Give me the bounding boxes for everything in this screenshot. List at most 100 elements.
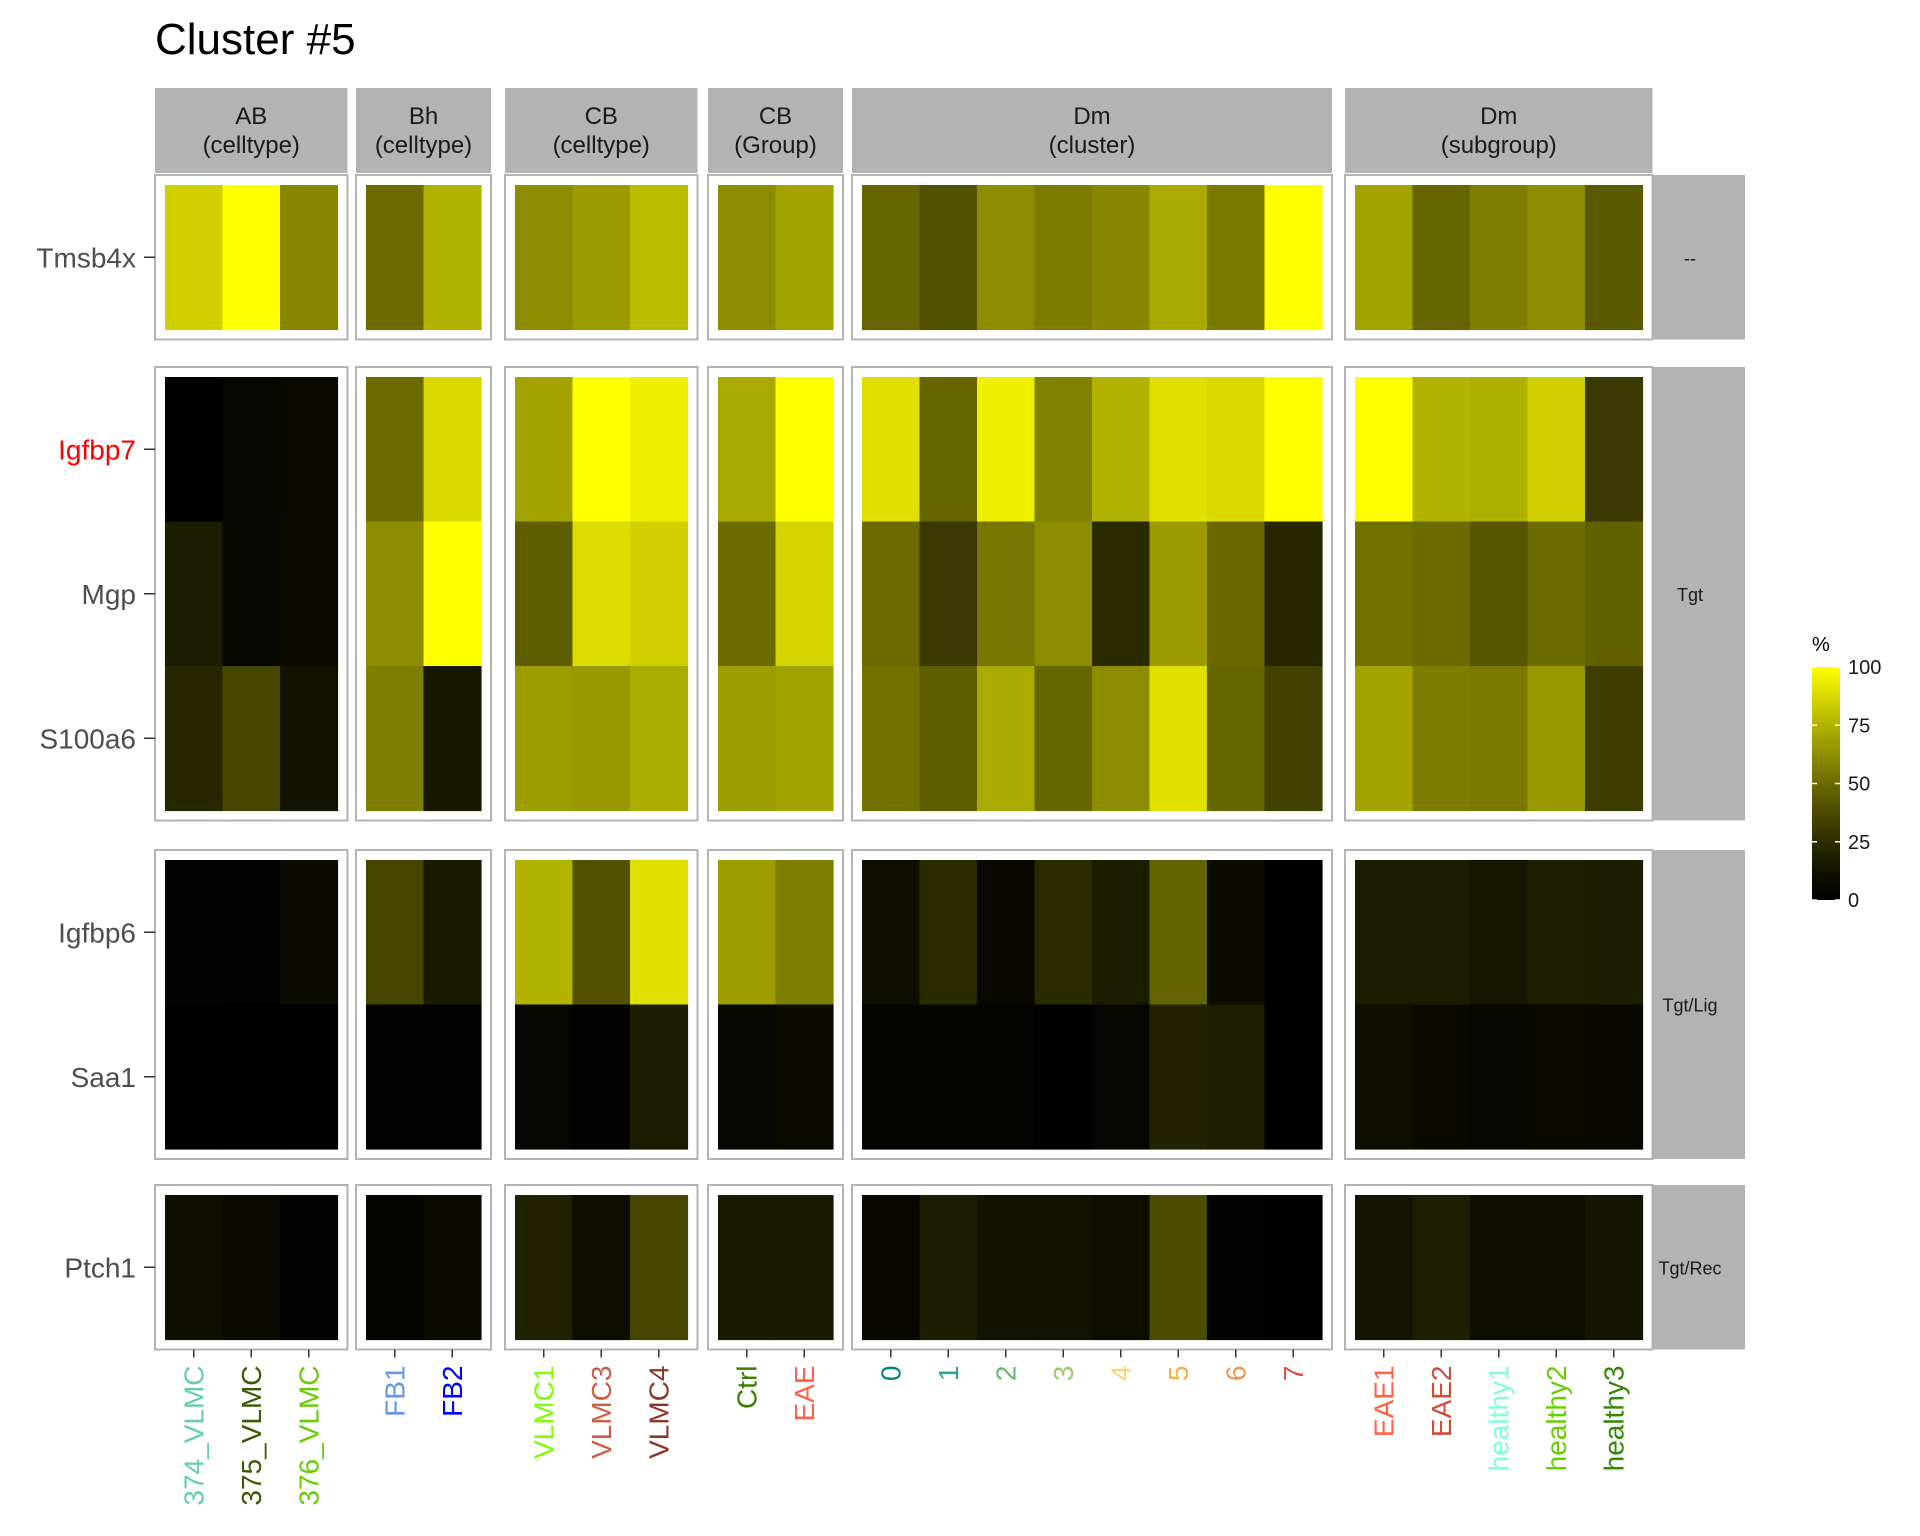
heatmap-cell-ptch1-eae xyxy=(775,1195,834,1341)
heatmap-cell-s100a6-375-vlmc xyxy=(222,666,281,812)
heatmap-cell-tmsb4x-6 xyxy=(1207,185,1266,331)
column-facet-strip xyxy=(708,88,843,173)
column-facet-sublabel: (Group) xyxy=(734,132,817,159)
heatmap-cell-igfbp6-eae xyxy=(775,860,834,1006)
heatmap-cell-igfbp6-1 xyxy=(919,860,978,1006)
heatmap-cell-tmsb4x-eae1 xyxy=(1355,185,1414,331)
column-facet-strips: AB(celltype)Bh(celltype)CB(celltype)CB(G… xyxy=(155,88,1653,173)
heatmap-cell-saa1-eae1 xyxy=(1355,1004,1414,1150)
heatmap-cell-s100a6-4 xyxy=(1092,666,1151,812)
column-label-fb2: FB2 xyxy=(437,1366,468,1417)
heatmap-cell-tmsb4x-1 xyxy=(919,185,978,331)
heatmap-cell-mgp-374-vlmc xyxy=(165,521,224,667)
heatmap-cell-mgp-vlmc4 xyxy=(630,521,689,667)
heatmap-cell-igfbp7-eae xyxy=(775,377,834,523)
heatmap-cell-s100a6-5 xyxy=(1149,666,1208,812)
heatmap-cell-saa1-374-vlmc xyxy=(165,1004,224,1150)
heatmap-cell-tmsb4x-fb1 xyxy=(366,185,425,331)
column-facet-label: AB xyxy=(235,103,267,130)
heatmap-cell-mgp-7 xyxy=(1264,521,1323,667)
column-label-fb1: FB1 xyxy=(379,1366,410,1417)
heatmap-cell-tmsb4x-healthy3 xyxy=(1585,185,1644,331)
column-label-vlmc3: VLMC3 xyxy=(586,1366,617,1459)
heatmap-cell-igfbp6-eae2 xyxy=(1412,860,1471,1006)
heatmap-cell-igfbp7-7 xyxy=(1264,377,1323,523)
column-label-healthy2: healthy2 xyxy=(1541,1366,1572,1472)
heatmap-cell-igfbp6-healthy3 xyxy=(1585,860,1644,1006)
heatmap-cell-ptch1-0 xyxy=(862,1195,921,1341)
heatmap-cell-igfbp7-healthy2 xyxy=(1527,377,1586,523)
sample-column-labels: 374_VLMC 375_VLMC 376_VLMC FB1 FB2 VLMC1 VLMC3… xyxy=(178,1366,1629,1506)
heatmap-cell-s100a6-1 xyxy=(919,666,978,812)
legend-tick-label: 75 xyxy=(1848,715,1870,737)
heatmap-cell-mgp-4 xyxy=(1092,521,1151,667)
heatmap-cell-igfbp7-eae1 xyxy=(1355,377,1414,523)
heatmap-cell-s100a6-fb1 xyxy=(366,666,425,812)
heatmap-cell-igfbp7-fb1 xyxy=(366,377,425,523)
gene-label-s100a6: S100a6 xyxy=(39,723,136,754)
heatmap-cell-s100a6-vlmc1 xyxy=(515,666,574,812)
heatmap-cell-igfbp6-376-vlmc xyxy=(280,860,339,1006)
heatmap-cell-igfbp7-eae2 xyxy=(1412,377,1471,523)
heatmap-cell-tmsb4x-4 xyxy=(1092,185,1151,331)
heatmap-cell-ptch1-healthy3 xyxy=(1585,1195,1644,1341)
row-facet-label: -- xyxy=(1684,248,1696,268)
heatmap-cell-ptch1-376-vlmc xyxy=(280,1195,339,1341)
color-legend: % 0 25 50 75 100 xyxy=(1812,634,1881,912)
heatmap-cell-ptch1-4 xyxy=(1092,1195,1151,1341)
heatmap-cell-igfbp6-vlmc4 xyxy=(630,860,689,1006)
column-facet-label: Dm xyxy=(1480,103,1517,130)
heatmap-cell-mgp-2 xyxy=(977,521,1036,667)
heatmap-cell-igfbp6-2 xyxy=(977,860,1036,1006)
heatmap-cell-mgp-healthy1 xyxy=(1470,521,1529,667)
gene-label-mgp: Mgp xyxy=(82,579,136,610)
heatmap-cell-saa1-376-vlmc xyxy=(280,1004,339,1150)
heatmap-cell-mgp-vlmc1 xyxy=(515,521,574,667)
heatmap-cell-s100a6-healthy1 xyxy=(1470,666,1529,812)
gene-label-saa1: Saa1 xyxy=(71,1062,136,1093)
heatmap-cell-igfbp6-7 xyxy=(1264,860,1323,1006)
row-facet-label: Tgt xyxy=(1677,585,1703,605)
heatmap-cell-ptch1-1 xyxy=(919,1195,978,1341)
heatmap-cell-saa1-375-vlmc xyxy=(222,1004,281,1150)
column-label-eae: EAE xyxy=(789,1366,820,1422)
heatmap-panels xyxy=(154,174,1654,1358)
heatmap-cell-igfbp6-vlmc1 xyxy=(515,860,574,1006)
heatmap-cell-saa1-fb1 xyxy=(366,1004,425,1150)
column-label-healthy1: healthy1 xyxy=(1483,1366,1514,1472)
heatmap-cell-igfbp7-fb2 xyxy=(423,377,482,523)
heatmap-cell-s100a6-fb2 xyxy=(423,666,482,812)
heatmap-cell-s100a6-2 xyxy=(977,666,1036,812)
legend-tick-label: 100 xyxy=(1848,657,1881,679)
column-label-1: 1 xyxy=(933,1366,964,1382)
heatmap-cell-tmsb4x-fb2 xyxy=(423,185,482,331)
heatmap-cell-ptch1-3 xyxy=(1034,1195,1093,1341)
heatmap-cell-igfbp6-0 xyxy=(862,860,921,1006)
heatmap-cell-s100a6-374-vlmc xyxy=(165,666,224,812)
heatmap-cell-igfbp7-1 xyxy=(919,377,978,523)
heatmap-cell-igfbp6-ctrl xyxy=(718,860,777,1006)
heatmap-cell-tmsb4x-374-vlmc xyxy=(165,185,224,331)
gene-label-igfbp7: Igfbp7 xyxy=(58,434,136,465)
heatmap-cell-s100a6-ctrl xyxy=(718,666,777,812)
heatmap-cell-s100a6-healthy2 xyxy=(1527,666,1586,812)
column-label-7: 7 xyxy=(1278,1366,1309,1382)
heatmap-cell-saa1-ctrl xyxy=(718,1004,777,1150)
heatmap-cell-ptch1-fb2 xyxy=(423,1195,482,1341)
heatmap-cell-tmsb4x-eae xyxy=(775,185,834,331)
heatmap-cell-ptch1-374-vlmc xyxy=(165,1195,224,1341)
column-facet-sublabel: (celltype) xyxy=(375,132,472,159)
chart-title: Cluster #5 xyxy=(155,15,356,64)
heatmap-cell-saa1-vlmc1 xyxy=(515,1004,574,1150)
heatmap-cell-mgp-vlmc3 xyxy=(572,521,631,667)
heatmap-cell-saa1-eae2 xyxy=(1412,1004,1471,1150)
column-label-5: 5 xyxy=(1163,1366,1194,1382)
heatmap-cell-tmsb4x-3 xyxy=(1034,185,1093,331)
column-label-vlmc1: VLMC1 xyxy=(528,1366,559,1459)
row-facet-label: Tgt/Rec xyxy=(1658,1258,1721,1278)
heatmap-cell-saa1-3 xyxy=(1034,1004,1093,1150)
column-facet-strip xyxy=(356,88,491,173)
heatmap-cell-saa1-healthy2 xyxy=(1527,1004,1586,1150)
heatmap-cell-ptch1-5 xyxy=(1149,1195,1208,1341)
